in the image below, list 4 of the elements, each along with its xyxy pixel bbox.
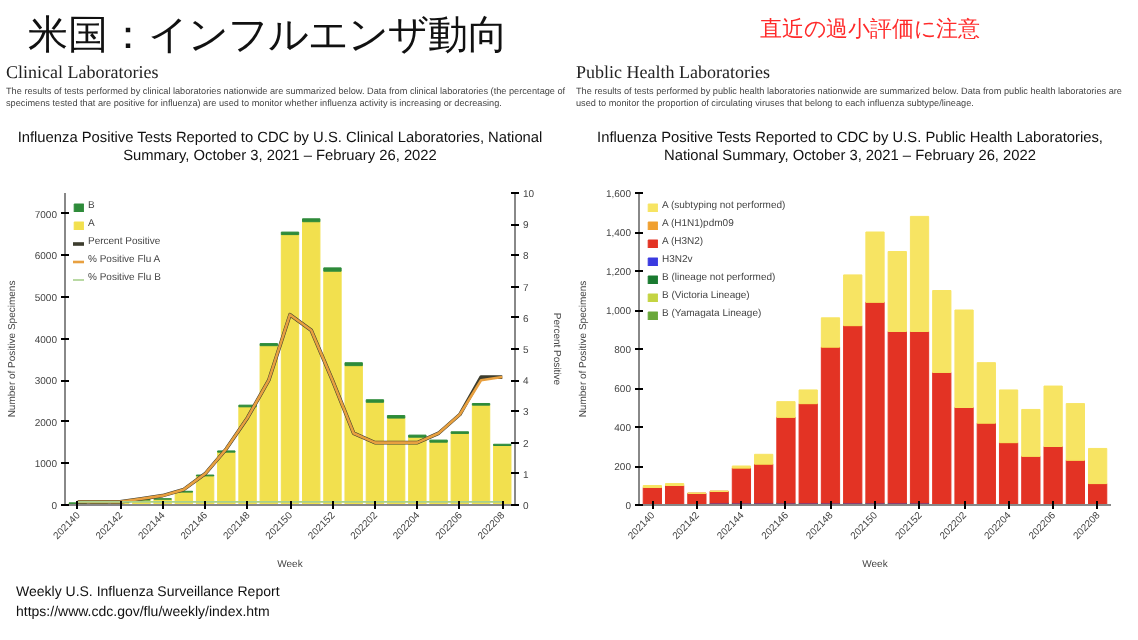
- text: 米国：インフルエンザ動向: [28, 12, 508, 62]
- text: Clinical Laboratories: [6, 60, 159, 86]
- text: Public Health Laboratories: [576, 60, 770, 86]
- text: 直近の過小評価に注意: [760, 16, 980, 46]
